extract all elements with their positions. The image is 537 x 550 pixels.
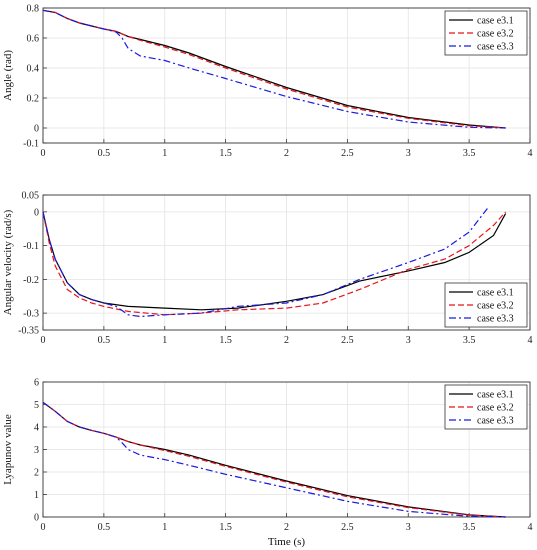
axes-frame-1 (42, 7, 531, 144)
y-tick-label: 1 (34, 490, 39, 501)
series-line-case-e3-3 (42, 208, 488, 318)
y-tick-label: -0.1 (23, 139, 39, 150)
legend-label: case e3.3 (477, 416, 514, 427)
y-tick-label: 0 (34, 124, 39, 135)
x-tick-label: 1.5 (219, 522, 232, 533)
legend-label: case e3.1 (477, 16, 514, 27)
legend-label: case e3.2 (477, 403, 514, 414)
x-tick-label: 4 (528, 335, 533, 346)
y-axis-label: Angular velocity (rad/s) (2, 209, 14, 315)
x-tick-label: 2.5 (341, 335, 354, 346)
x-tick-label: 1 (162, 148, 167, 159)
y-tick-label: 3 (34, 445, 39, 456)
legend-label: case e3.1 (477, 390, 514, 401)
legend-label: case e3.3 (477, 42, 514, 53)
x-tick-label: 4 (528, 522, 533, 533)
y-tick-label: 4 (34, 423, 39, 434)
y-tick-label: 2 (34, 468, 39, 479)
legend-label: case e3.2 (477, 301, 514, 312)
x-tick-label: 2 (284, 335, 289, 346)
legend-label: case e3.1 (477, 288, 514, 299)
legend-label: case e3.3 (477, 314, 514, 325)
axes-frame-3 (42, 381, 531, 518)
y-tick-label: 0 (34, 207, 39, 218)
legend-label: case e3.2 (477, 29, 514, 40)
y-tick-label: -0.3 (23, 309, 39, 320)
x-tick-label: 0.5 (98, 335, 111, 346)
y-axis-label: Angle (rad) (2, 50, 14, 101)
x-tick-label: 3.5 (463, 335, 476, 346)
x-tick-label: 2 (284, 522, 289, 533)
y-tick-label: -0.35 (18, 326, 39, 337)
x-tick-label: 3 (406, 335, 411, 346)
x-tick-label: 3 (406, 148, 411, 159)
x-tick-label: 1.5 (219, 148, 232, 159)
series-line-case-e3-2 (42, 401, 506, 518)
x-tick-label: 0.5 (98, 148, 111, 159)
x-tick-label: 2.5 (341, 522, 354, 533)
x-tick-label: 1.5 (219, 335, 232, 346)
x-tick-label: 2.5 (341, 148, 354, 159)
x-tick-label: 2 (284, 148, 289, 159)
x-tick-label: 1 (162, 335, 167, 346)
series-line-case-e3-2 (42, 211, 507, 316)
x-tick-label: 0 (41, 148, 46, 159)
x-tick-label: 1 (162, 522, 167, 533)
series-line-case-e3-2 (42, 9, 506, 129)
x-tick-label: 3 (406, 522, 411, 533)
y-tick-label: 0.4 (27, 64, 40, 75)
y-tick-label: 0.05 (22, 191, 40, 202)
x-tick-label: 4 (528, 148, 533, 159)
y-tick-label: 6 (34, 378, 39, 389)
x-tick-label: 3.5 (463, 148, 476, 159)
x-tick-label: 0 (41, 335, 46, 346)
axes-frame-2 (42, 194, 531, 331)
series-line-case-e3-3 (42, 9, 506, 129)
y-tick-label: 5 (34, 400, 39, 411)
y-tick-label: 0.2 (27, 94, 40, 105)
y-tick-label: 0.8 (27, 4, 40, 15)
y-tick-label: 0 (34, 513, 39, 524)
x-tick-label: 0.5 (98, 522, 111, 533)
series-line-case-e3-3 (42, 401, 506, 518)
x-tick-label: 3.5 (463, 522, 476, 533)
y-tick-label: 0.6 (27, 34, 40, 45)
x-tick-label: 0 (41, 522, 46, 533)
y-tick-label: -0.2 (23, 275, 39, 286)
y-axis-label: Lyapunov value (2, 414, 14, 485)
x-axis-label: Time (s) (268, 536, 306, 548)
legend-box (444, 282, 528, 328)
y-tick-label: -0.1 (23, 241, 39, 252)
